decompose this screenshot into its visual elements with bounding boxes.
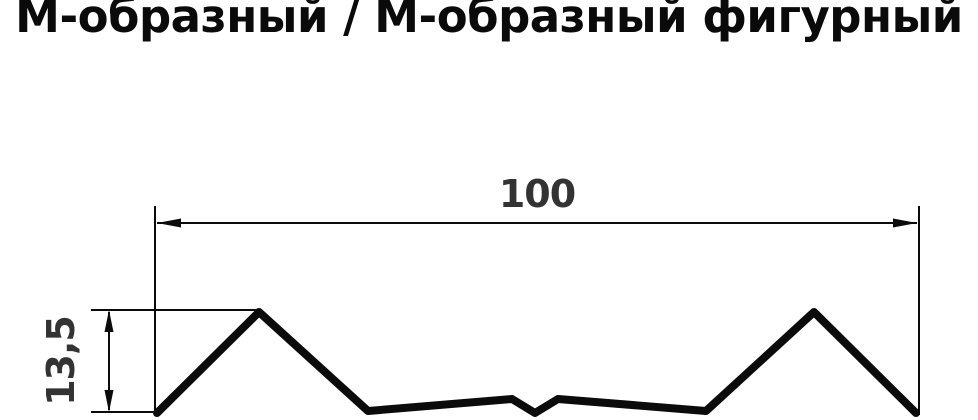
height-dim-arrow-up-icon	[104, 310, 114, 332]
dimension-lines	[91, 206, 920, 415]
height-dim-arrow-down-icon	[104, 390, 114, 412]
dimension-arrows	[104, 218, 917, 412]
page-title: М-образный / М-образный фигурный	[15, 0, 963, 43]
width-dim-arrow-right-icon	[893, 218, 917, 228]
width-dimension-label: 100	[499, 172, 575, 216]
profile-outline	[153, 308, 920, 417]
width-dim-arrow-left-icon	[157, 218, 181, 228]
height-dimension-label: 13,5	[39, 316, 83, 406]
